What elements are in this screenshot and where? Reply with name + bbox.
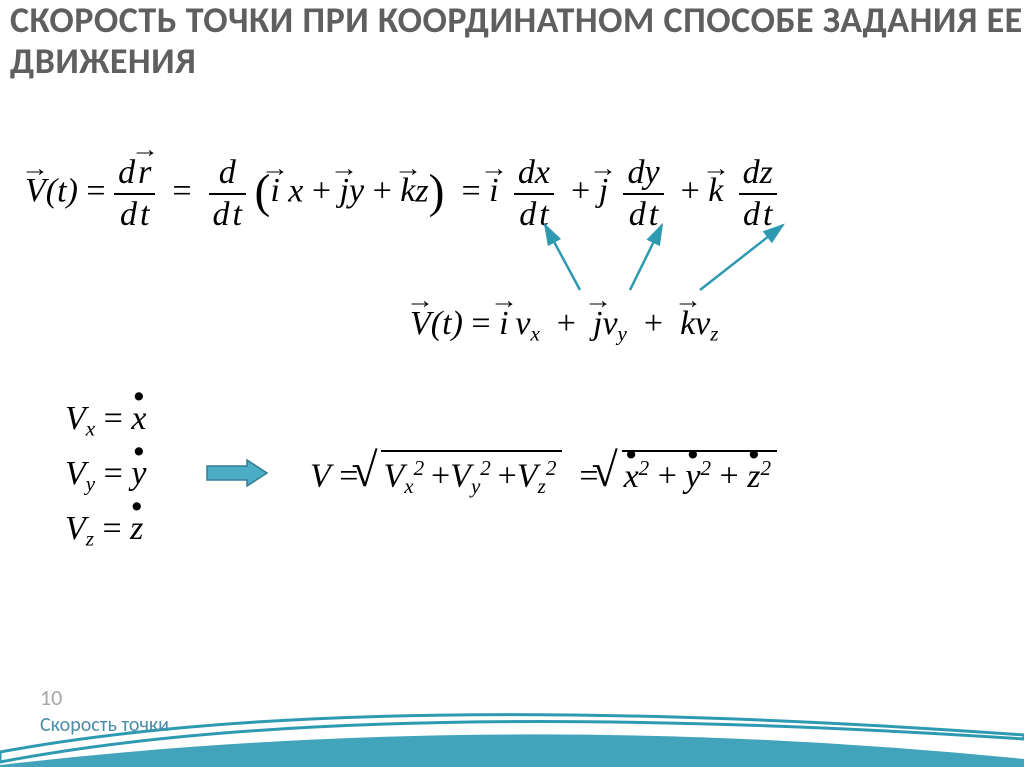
equation-velocity-components: V(t) = i vx + jvy + kvz: [410, 305, 718, 346]
footer-caption: Скорость точки: [40, 713, 169, 737]
equation-vz: Vz = z: [65, 510, 143, 551]
right-arrow-icon: [205, 458, 271, 488]
page-number: 10: [40, 684, 62, 711]
slide: СКОРОСТЬ ТОЧКИ ПРИ КООРДИНАТНОМ СПОСОБЕ …: [0, 0, 1024, 767]
equation-magnitude: V = √Vx2 +Vy2 +Vz2 = √x2 + y2 + z2: [310, 450, 777, 499]
